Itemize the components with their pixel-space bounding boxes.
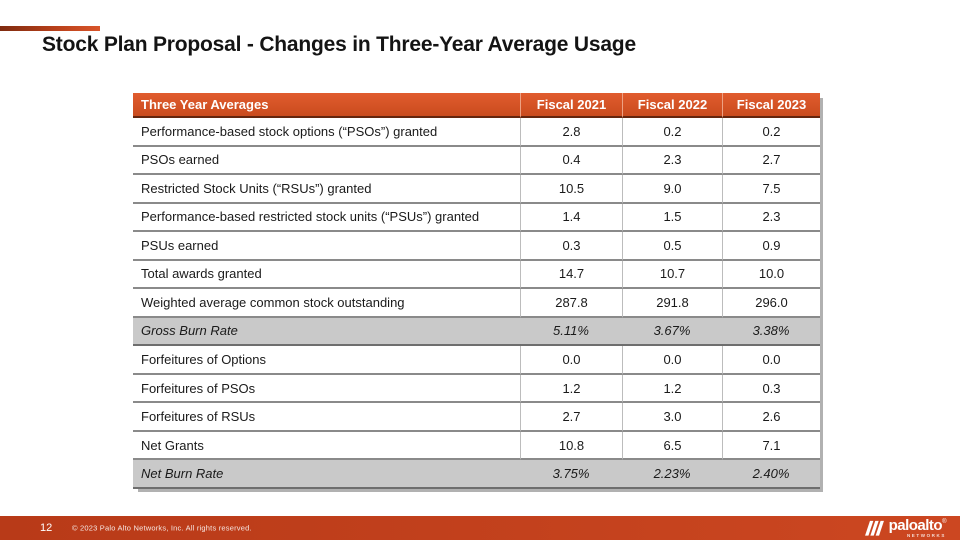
registered-mark: ® <box>942 518 946 525</box>
cell-value: 0.9 <box>722 232 820 261</box>
header-cell-title: Three Year Averages <box>133 93 520 118</box>
cell-value: 1.5 <box>622 203 722 233</box>
cell-value: 2.7 <box>520 403 622 432</box>
cell-value: 1.2 <box>622 374 722 404</box>
cell-value: 2.40% <box>722 460 820 489</box>
paloalto-logo: paloalto® NETWORKS <box>864 516 947 539</box>
paloalto-logo-networks-label: NETWORKS <box>906 532 946 538</box>
cell-value: 2.23% <box>622 460 722 489</box>
cell-value: 5.11% <box>520 317 622 347</box>
cell-value: 10.8 <box>520 431 622 461</box>
cell-value: 7.5 <box>722 175 820 204</box>
cell-value: 2.3 <box>622 146 722 176</box>
cell-value: 0.2 <box>622 118 722 147</box>
table-header-row: Three Year Averages Fiscal 2021 Fiscal 2… <box>133 93 820 118</box>
header-cell-fiscal-2021: Fiscal 2021 <box>520 93 622 118</box>
row-label: Performance-based stock options (“PSOs”)… <box>133 118 520 147</box>
table-row: PSOs earned 0.4 2.3 2.7 <box>133 146 820 176</box>
cell-value: 2.3 <box>722 203 820 233</box>
cell-value: 0.4 <box>520 146 622 176</box>
table-row: Net Grants 10.8 6.5 7.1 <box>133 431 820 461</box>
cell-value: 0.0 <box>722 346 820 375</box>
cell-value: 3.75% <box>520 460 622 489</box>
cell-value: 291.8 <box>622 289 722 318</box>
cell-value: 0.3 <box>722 374 820 404</box>
cell-value: 0.5 <box>622 232 722 261</box>
cell-value: 6.5 <box>622 431 722 461</box>
row-label: PSOs earned <box>133 146 520 176</box>
cell-value: 10.5 <box>520 175 622 204</box>
cell-value: 2.7 <box>722 146 820 176</box>
cell-value: 0.0 <box>520 346 622 375</box>
table-row-gross-burn-rate: Gross Burn Rate 5.11% 3.67% 3.38% <box>133 317 820 347</box>
table-row: PSUs earned 0.3 0.5 0.9 <box>133 232 820 261</box>
accent-bar <box>0 26 100 31</box>
header-cell-fiscal-2023: Fiscal 2023 <box>722 93 820 118</box>
table-row-net-burn-rate: Net Burn Rate 3.75% 2.23% 2.40% <box>133 460 820 489</box>
table-row: Forfeitures of RSUs 2.7 3.0 2.6 <box>133 403 820 432</box>
cell-value: 1.2 <box>520 374 622 404</box>
cell-value: 7.1 <box>722 431 820 461</box>
paloalto-logo-text-block: paloalto® NETWORKS <box>888 516 947 539</box>
row-label: Forfeitures of PSOs <box>133 374 520 404</box>
table-row: Performance-based stock options (“PSOs”)… <box>133 118 820 147</box>
row-label: Restricted Stock Units (“RSUs”) granted <box>133 175 520 204</box>
row-label: Net Burn Rate <box>133 460 520 489</box>
cell-value: 296.0 <box>722 289 820 318</box>
cell-value: 10.0 <box>722 260 820 290</box>
three-year-averages-table: Three Year Averages Fiscal 2021 Fiscal 2… <box>133 93 820 489</box>
cell-value: 0.0 <box>622 346 722 375</box>
cell-value: 10.7 <box>622 260 722 290</box>
row-label: Performance-based restricted stock units… <box>133 203 520 233</box>
row-label: Net Grants <box>133 431 520 461</box>
cell-value: 287.8 <box>520 289 622 318</box>
row-label: Weighted average common stock outstandin… <box>133 289 520 318</box>
cell-value: 1.4 <box>520 203 622 233</box>
table-row: Weighted average common stock outstandin… <box>133 289 820 318</box>
cell-value: 3.67% <box>622 317 722 347</box>
row-label: Total awards granted <box>133 260 520 290</box>
row-label: Gross Burn Rate <box>133 317 520 347</box>
cell-value: 3.38% <box>722 317 820 347</box>
table-row: Total awards granted 14.7 10.7 10.0 <box>133 260 820 290</box>
cell-value: 2.6 <box>722 403 820 432</box>
cell-value: 0.3 <box>520 232 622 261</box>
cell-value: 14.7 <box>520 260 622 290</box>
table-row: Restricted Stock Units (“RSUs”) granted … <box>133 175 820 204</box>
cell-value: 3.0 <box>622 403 722 432</box>
cell-value: 2.8 <box>520 118 622 147</box>
table-row: Forfeitures of Options 0.0 0.0 0.0 <box>133 346 820 375</box>
page-number: 12 <box>40 522 53 534</box>
row-label: Forfeitures of Options <box>133 346 520 375</box>
table-container: Three Year Averages Fiscal 2021 Fiscal 2… <box>133 93 820 489</box>
cell-value: 0.2 <box>722 118 820 147</box>
paloalto-logo-wordmark: paloalto® <box>888 516 947 534</box>
paloalto-logo-icon <box>864 520 884 536</box>
row-label: PSUs earned <box>133 232 520 261</box>
row-label: Forfeitures of RSUs <box>133 403 520 432</box>
cell-value: 9.0 <box>622 175 722 204</box>
page-title: Stock Plan Proposal - Changes in Three-Y… <box>42 33 636 56</box>
copyright-text: © 2023 Palo Alto Networks, Inc. All righ… <box>72 523 252 533</box>
footer-bar: 12 © 2023 Palo Alto Networks, Inc. All r… <box>0 516 960 540</box>
table-row: Performance-based restricted stock units… <box>133 203 820 233</box>
header-cell-fiscal-2022: Fiscal 2022 <box>622 93 722 118</box>
table-row: Forfeitures of PSOs 1.2 1.2 0.3 <box>133 374 820 404</box>
